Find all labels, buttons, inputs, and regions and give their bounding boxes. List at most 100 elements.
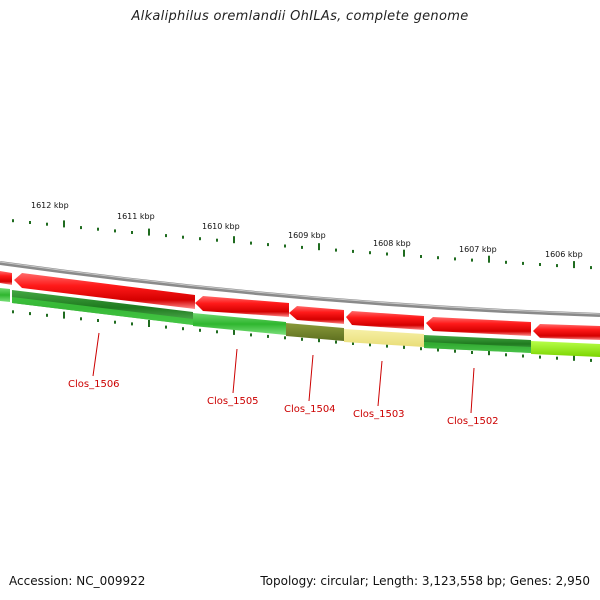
outer-scale-tick (335, 248, 337, 252)
outer-scale-tick (250, 241, 252, 245)
genome-summary-text: Topology: circular; Length: 3,123,558 bp… (260, 574, 590, 588)
outer-scale-tick (556, 264, 558, 268)
inner-scale-tick (216, 330, 218, 334)
outer-scale-tick (267, 243, 269, 247)
outer-scale-tick (318, 243, 320, 251)
gene-label-clos1504[interactable]: Clos_1504 (284, 404, 336, 415)
outer-scale-tick (216, 238, 218, 242)
feature-block-1503[interactable] (344, 329, 424, 347)
feature-track (0, 288, 600, 357)
leader-line-1504 (308, 354, 314, 402)
inner-scale-tick (63, 311, 65, 319)
outer-scale-tick (80, 226, 82, 230)
feature-block-1506-light (12, 297, 193, 325)
leader-line-1502 (470, 367, 475, 414)
feature-block-left-edge[interactable] (0, 288, 10, 302)
inner-scale-tick (131, 322, 133, 326)
inner-scale-tick (148, 320, 150, 327)
scale-labels: 1612 kbp 1611 kbp 1610 kbp 1609 kbp 1608… (31, 201, 583, 259)
feature-block-1502-light (424, 342, 531, 353)
inner-scale-tick (369, 343, 371, 347)
inner-scale-tick (488, 348, 490, 356)
inner-scale-tick (539, 355, 541, 359)
gene-label-clos1506[interactable]: Clos_1506 (68, 379, 120, 390)
gene-arrow-clos1505[interactable] (195, 296, 289, 317)
genome-backbone (0, 261, 600, 317)
accession-text: Accession: NC_009922 (9, 574, 146, 588)
outer-scale-tick (29, 221, 31, 224)
scale-label-1612: 1612 kbp (31, 201, 69, 210)
scale-label-1610: 1610 kbp (202, 222, 240, 231)
inner-scale-tick (420, 347, 422, 351)
outer-scale-tick (403, 249, 405, 257)
outer-scale-tick (63, 220, 65, 228)
scale-label-1608: 1608 kbp (373, 239, 411, 248)
outer-scale-tick (522, 261, 524, 265)
scale-label-1611: 1611 kbp (117, 212, 155, 221)
outer-scale-tick (97, 227, 99, 231)
inner-scale-tick (165, 325, 167, 329)
gene-label-clos1503[interactable]: Clos_1503 (353, 409, 405, 420)
inner-scale-tick (250, 333, 252, 337)
inner-scale-tick (590, 358, 592, 362)
inner-scale-tick (437, 348, 439, 352)
outer-scale-tick (471, 258, 473, 262)
feature-block-1504[interactable] (286, 323, 344, 341)
gene-label-clos1502[interactable]: Clos_1502 (447, 416, 499, 427)
outer-scale-tick (131, 231, 133, 234)
gene-arrow-clos1502[interactable] (426, 317, 531, 336)
outer-scale-tick (114, 229, 116, 233)
inner-scale-ticks (12, 310, 592, 362)
outer-scale-tick (301, 245, 303, 249)
inner-scale-tick (505, 353, 507, 357)
outer-scale-tick (148, 228, 150, 236)
reverse-strand-track (0, 271, 600, 340)
outer-scale-tick (46, 222, 48, 226)
outer-scale-tick (505, 260, 507, 264)
genome-backbone-highlight (0, 261, 600, 315)
leader-line-1503 (377, 360, 383, 407)
outer-scale-tick (284, 244, 286, 248)
inner-scale-tick (556, 356, 558, 360)
outer-scale-tick (386, 252, 388, 256)
outer-scale-tick (437, 256, 439, 260)
outer-scale-ticks (12, 219, 592, 270)
gene-labels: Clos_1506 Clos_1505 Clos_1504 Clos_1503 … (68, 379, 499, 427)
outer-scale-tick (573, 261, 575, 269)
inner-scale-tick (80, 317, 82, 321)
inner-scale-tick (284, 336, 286, 340)
inner-scale-tick (46, 313, 48, 317)
scale-label-1606: 1606 kbp (545, 250, 583, 259)
map-title: Alkaliphilus oremlandii OhILAs, complete… (131, 9, 469, 24)
inner-scale-tick (352, 342, 354, 345)
outer-scale-tick (165, 234, 167, 238)
feature-block-1505[interactable] (193, 313, 286, 335)
inner-scale-tick (335, 340, 337, 344)
inner-scale-tick (97, 319, 99, 322)
inner-scale-tick (182, 327, 184, 331)
gene-label-clos1505[interactable]: Clos_1505 (207, 396, 259, 407)
gene-label-lines (92, 332, 475, 414)
outer-scale-tick (182, 235, 184, 239)
gene-arrow-clos1503[interactable] (346, 311, 424, 330)
gene-arrow-clos1504[interactable] (289, 306, 344, 324)
outer-scale-tick (590, 266, 592, 270)
gene-arrow-clos1506[interactable] (14, 273, 195, 309)
inner-scale-tick (12, 310, 14, 314)
outer-scale-tick (488, 255, 490, 263)
inner-scale-tick (29, 312, 31, 316)
scale-label-1607: 1607 kbp (459, 245, 497, 254)
outer-scale-tick (454, 257, 456, 261)
gene-arrow-right-edge[interactable] (533, 324, 600, 340)
inner-scale-tick (301, 337, 303, 341)
outer-scale-tick (12, 219, 14, 223)
inner-scale-tick (573, 353, 575, 361)
inner-scale-tick (267, 334, 269, 338)
gene-arrow-left-edge[interactable] (0, 271, 12, 285)
outer-scale-tick (539, 263, 541, 266)
inner-scale-tick (471, 351, 473, 354)
feature-block-right-edge[interactable] (531, 341, 600, 357)
scale-label-1609: 1609 kbp (288, 231, 326, 240)
outer-scale-tick (199, 237, 201, 241)
